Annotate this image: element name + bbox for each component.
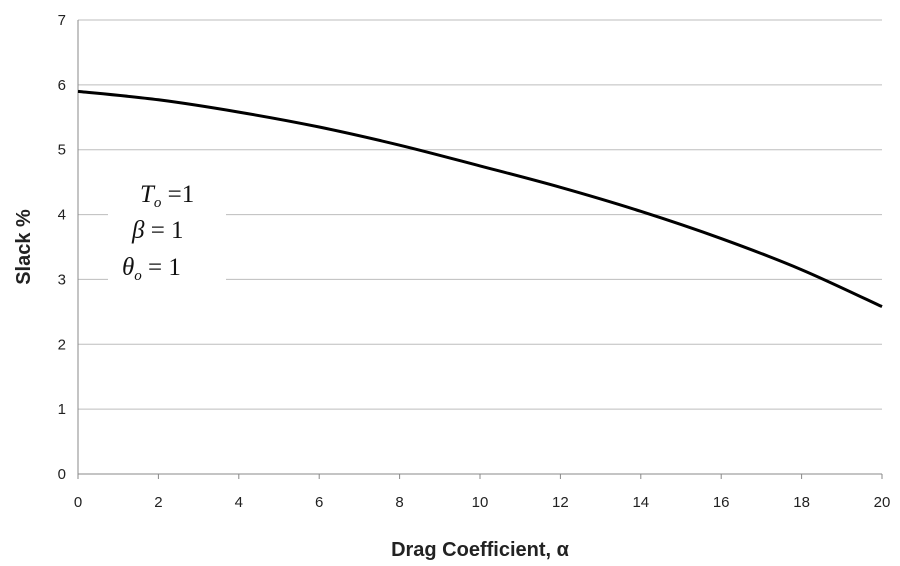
- x-tick-label: 2: [154, 494, 162, 511]
- x-tick-label: 8: [395, 494, 403, 511]
- x-tick-labels: 0 2 4 6 8 10 12 14 16 18 20: [74, 474, 891, 511]
- x-tick-label: 4: [235, 494, 243, 511]
- series-group: [77, 89, 883, 309]
- y-axis-title: Slack %: [13, 209, 35, 285]
- x-axis-title: Drag Coefficient, α: [391, 539, 570, 561]
- annotation-beta: β = 1: [131, 217, 184, 244]
- x-tick-label: 20: [874, 494, 891, 511]
- y-tick-label: 7: [58, 12, 66, 29]
- x-tick-label: 0: [74, 494, 82, 511]
- y-tick-label: 2: [58, 336, 66, 353]
- y-tick-label: 5: [58, 142, 66, 159]
- annotation-background: [108, 170, 226, 288]
- y-tick-label: 6: [58, 77, 66, 94]
- y-tick-label: 0: [58, 466, 66, 483]
- x-tick-label: 12: [552, 494, 569, 511]
- series-line-0: [77, 89, 883, 309]
- y-tick-label: 1: [58, 401, 66, 418]
- y-tick-label: 4: [58, 207, 66, 224]
- annotation-t0: To =1: [140, 181, 194, 211]
- y-tick-labels: 0 1 2 3 4 5 6 7: [58, 12, 66, 483]
- y-tick-label: 3: [58, 271, 66, 288]
- x-tick-label: 10: [472, 494, 489, 511]
- x-tick-label: 16: [713, 494, 730, 511]
- x-tick-label: 6: [315, 494, 323, 511]
- annotation-theta0: θo = 1: [122, 254, 181, 284]
- x-tick-label: 18: [793, 494, 810, 511]
- x-tick-label: 14: [632, 494, 649, 511]
